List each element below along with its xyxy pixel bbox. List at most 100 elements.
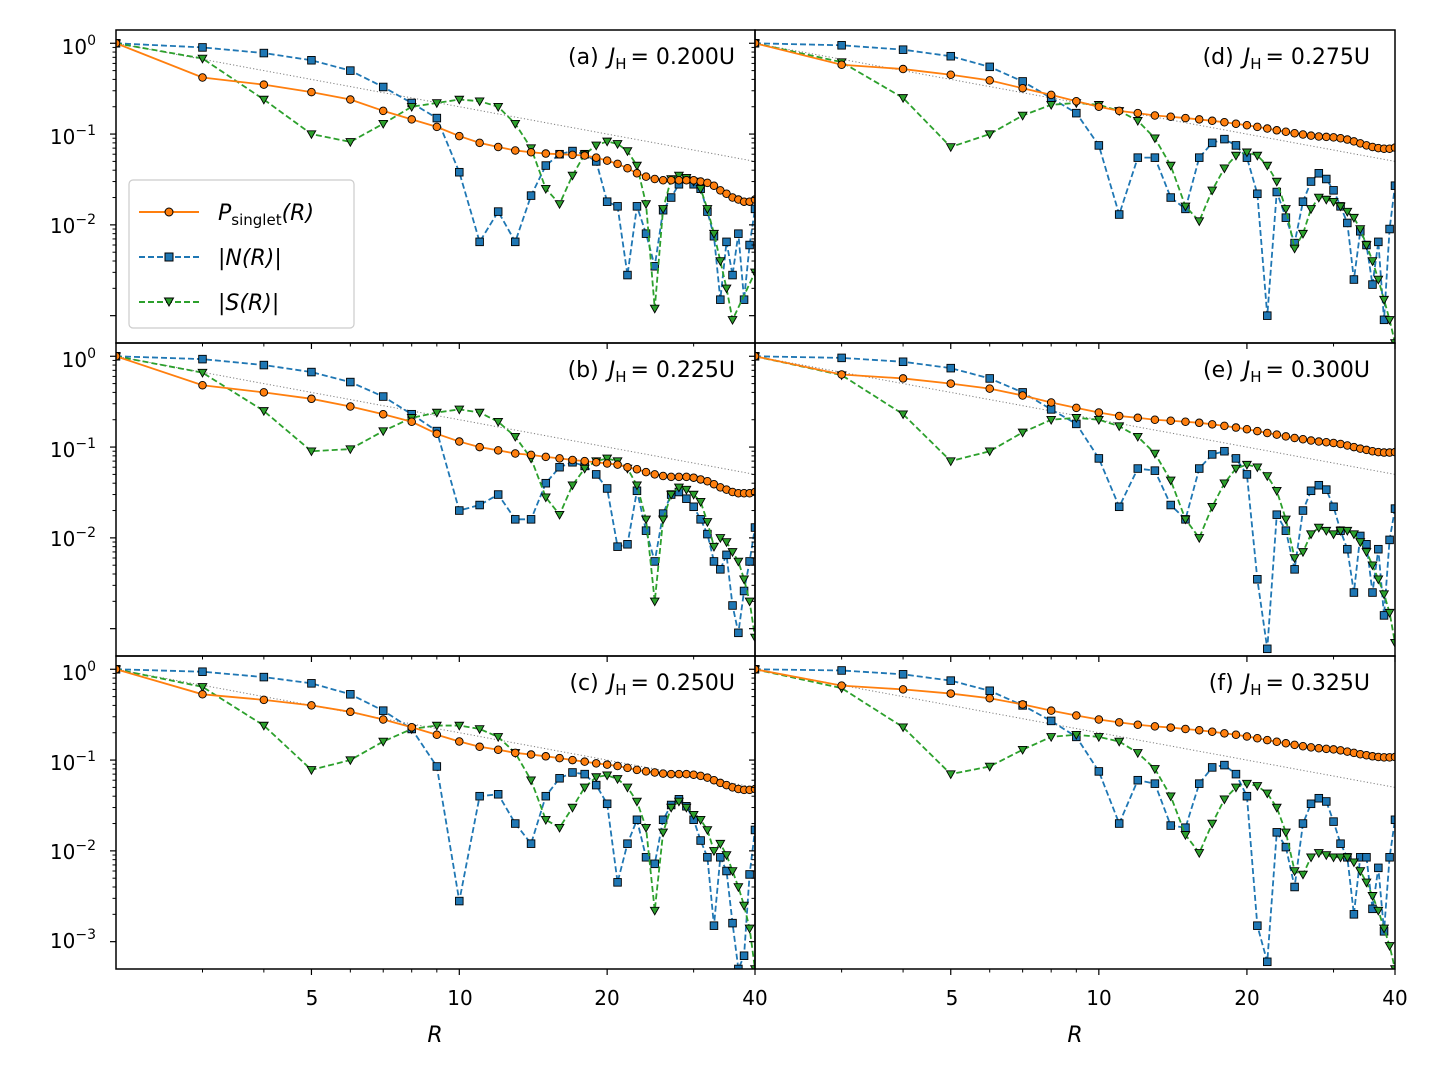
- data-point-p: [623, 164, 632, 173]
- data-point-s: [1313, 849, 1324, 859]
- legend-entry-p: Psinglet(R): [139, 201, 314, 229]
- data-point-p: [674, 176, 684, 185]
- data-point-s: [1297, 870, 1309, 880]
- data-point-p: [1194, 726, 1204, 735]
- data-point-p: [378, 715, 388, 724]
- data-point-p: [1231, 423, 1241, 432]
- data-point-n: [1329, 186, 1338, 195]
- data-point-n: [1220, 134, 1229, 144]
- data-point-s: [681, 485, 692, 495]
- data-point-s: [1149, 449, 1160, 459]
- data-point-n: [703, 853, 712, 862]
- data-point-p: [623, 763, 632, 773]
- data-point-n: [745, 557, 754, 566]
- data-point-s: [733, 883, 744, 893]
- data-point-p: [709, 181, 719, 190]
- data-point-s: [1335, 202, 1346, 212]
- data-point-p: [1166, 112, 1175, 122]
- data-point-n: [259, 672, 269, 682]
- data-point-n: [198, 667, 207, 676]
- data-point-p: [898, 374, 908, 383]
- data-point-n: [689, 502, 698, 512]
- data-point-n: [837, 666, 846, 675]
- data-point-n: [623, 839, 632, 848]
- data-point-p: [632, 765, 642, 775]
- data-point-n: [632, 202, 642, 211]
- data-point-p: [1322, 744, 1331, 754]
- data-point-s: [1289, 867, 1300, 877]
- data-point-p: [666, 176, 676, 185]
- data-point-p: [1207, 727, 1217, 737]
- data-point-s: [702, 518, 713, 528]
- data-point-s: [1165, 792, 1176, 802]
- data-point-s: [1262, 161, 1273, 171]
- data-point-p: [1242, 121, 1252, 130]
- data-point-n: [1133, 775, 1143, 785]
- data-point-n: [728, 918, 737, 928]
- x-tick-label: 5: [306, 986, 319, 1010]
- x-tick-label: 10: [1086, 986, 1111, 1010]
- data-point-s: [984, 447, 995, 457]
- data-point-s: [1180, 515, 1191, 525]
- data-point-n: [641, 853, 651, 862]
- data-point-n: [1166, 821, 1175, 830]
- data-point-n: [739, 951, 749, 960]
- data-point-p: [689, 770, 698, 779]
- data-point-p: [1336, 133, 1345, 143]
- data-point-n: [1166, 193, 1175, 202]
- data-point-s: [378, 427, 389, 437]
- data-point-n: [985, 62, 994, 72]
- data-point-n: [1349, 588, 1359, 597]
- reference-line: [116, 355, 755, 475]
- data-point-s: [591, 773, 602, 783]
- data-point-n: [837, 41, 846, 50]
- data-point-s: [631, 481, 643, 491]
- data-point-p: [1114, 106, 1124, 116]
- data-point-n: [346, 66, 355, 75]
- data-point-p: [623, 462, 632, 472]
- data-point-p: [1220, 729, 1229, 738]
- data-point-s: [1132, 432, 1143, 442]
- data-point-p: [346, 707, 355, 717]
- data-point-p: [602, 760, 612, 769]
- data-point-s: [744, 924, 755, 934]
- reference-line: [116, 42, 755, 162]
- data-point-s: [1194, 534, 1205, 544]
- data-point-s: [1367, 892, 1378, 902]
- data-point-n: [1220, 446, 1229, 456]
- data-point-p: [946, 70, 956, 80]
- data-point-n: [1272, 828, 1282, 837]
- x-tick-labels: 5 10 20 40 5 10 20 40: [306, 986, 1408, 1010]
- data-point-n: [946, 363, 956, 373]
- data-point-p: [1133, 413, 1143, 423]
- data-point-s: [658, 828, 669, 838]
- data-point-p: [475, 442, 484, 452]
- data-point-p: [1181, 417, 1190, 427]
- data-point-n: [658, 815, 668, 825]
- data-point-s: [1305, 853, 1317, 863]
- x-axis-label: R: [427, 1023, 442, 1048]
- data-point-p: [837, 681, 846, 690]
- data-point-p: [307, 701, 316, 710]
- data-point-s: [733, 557, 744, 567]
- data-point-s: [1289, 244, 1300, 254]
- data-point-s: [640, 515, 652, 525]
- data-point-n: [1329, 817, 1338, 826]
- data-point-s: [727, 316, 738, 326]
- data-point-n: [1263, 311, 1272, 320]
- data-point-s: [1373, 906, 1384, 916]
- data-point-n: [734, 628, 743, 638]
- data-point-n: [1290, 882, 1299, 892]
- data-point-p: [1272, 737, 1282, 747]
- data-point-s: [1342, 853, 1353, 863]
- data-point-n: [1253, 921, 1262, 930]
- data-point-n: [1094, 454, 1104, 463]
- data-point-s: [702, 205, 713, 215]
- data-point-p: [591, 458, 601, 467]
- data-point-s: [1071, 414, 1082, 424]
- data-point-s: [1149, 765, 1160, 775]
- data-point-n: [1114, 502, 1124, 512]
- data-point-p: [1306, 743, 1316, 752]
- data-point-p: [1336, 439, 1345, 449]
- data-point-n: [745, 870, 754, 879]
